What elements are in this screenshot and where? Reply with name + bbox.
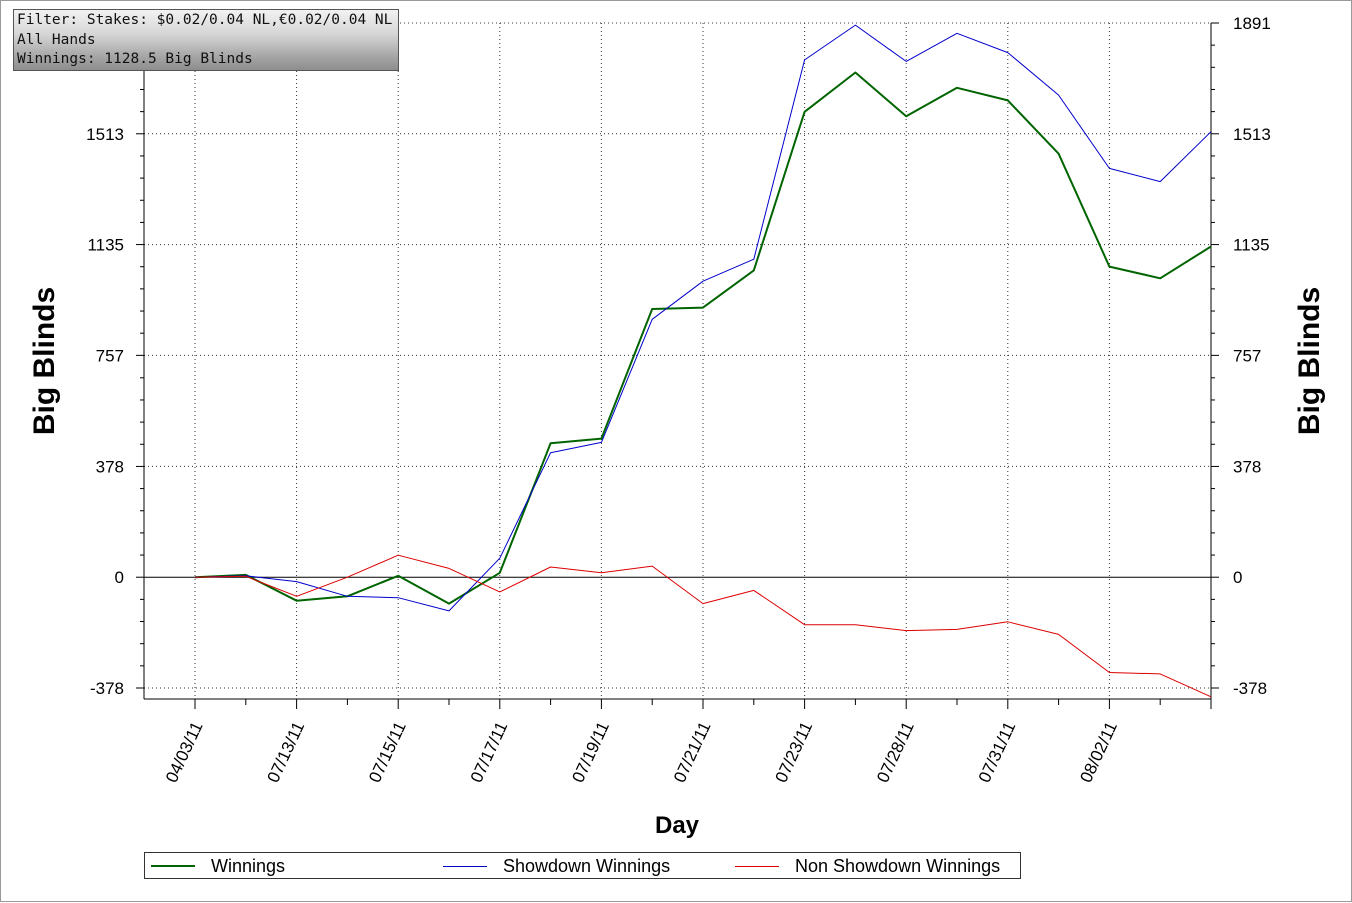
legend-swatch-showdown [443,865,487,867]
y-tick-label-right: 1891 [1233,14,1271,33]
y-axis-title-left: Big Blinds [28,287,61,435]
x-tick-label: 04/03/11 [162,719,207,786]
legend-label-showdown: Showdown Winnings [503,855,671,876]
filter-hands-text: All Hands [17,31,96,48]
y-tick-label-left: 1135 [87,236,124,255]
x-axis-title: Day [655,812,700,839]
series-line-winnings [194,71,1212,605]
y-tick-label-right: 0 [1233,568,1242,587]
x-tick-label: 07/13/11 [264,719,309,786]
y-tick-label-right: 1135 [1233,236,1270,255]
y-tick-label-right: -378 [1233,679,1267,698]
legend-item-winnings: Winnings [151,855,285,877]
x-tick-label: 07/19/11 [568,719,613,786]
tick-labels: -378 -378 0 0 378 378 757 757 1135 1135 1513 1513 18… [86,14,1271,786]
filter-stakes-text: Filter: Stakes: $0.02/0.04 NL,€0.02/0.04… [17,12,393,28]
chart-legend: Winnings Showdown Winnings Non Showdown … [144,852,1021,879]
x-tick-label: 07/23/11 [772,719,817,786]
x-tick-label: 07/21/11 [670,719,715,786]
legend-item-showdown: Showdown Winnings [443,855,670,877]
x-tick-label: 07/15/11 [365,719,410,786]
x-tick-label: 07/31/11 [975,719,1020,786]
y-tick-label-left: -378 [90,679,124,698]
legend-label-non-showdown: Non Showdown Winnings [795,855,1001,876]
legend-swatch-winnings [151,865,195,867]
x-tick-label: 07/28/11 [873,719,918,786]
legend-item-non-showdown: Non Showdown Winnings [735,855,1000,877]
y-tick-label-left: 378 [96,457,124,476]
y-tick-label-right: 378 [1233,457,1261,476]
x-tick-label: 08/02/11 [1076,719,1121,786]
legend-label-winnings: Winnings [211,855,286,876]
series-line-non-showdown-winnings [194,554,1212,698]
y-tick-label-left: 757 [96,346,124,365]
y-tick-label-left: 0 [115,568,124,587]
y-tick-label-right: 757 [1233,346,1261,365]
axes [136,22,1219,709]
grid [144,22,1211,699]
y-axis-title-right: Big Blinds [1293,287,1326,435]
filter-winnings-text: Winnings: 1128.5 Big Blinds [17,51,253,67]
series-lines [194,24,1212,698]
series-line-showdown-winnings [194,24,1212,612]
y-tick-label-left: 1513 [86,125,124,144]
x-tick-label: 07/17/11 [467,719,512,786]
legend-swatch-non-showdown [735,865,779,867]
filter-info-box: Filter: Stakes: $0.02/0.04 NL,€0.02/0.04… [13,9,399,71]
y-tick-label-right: 1513 [1233,125,1271,144]
